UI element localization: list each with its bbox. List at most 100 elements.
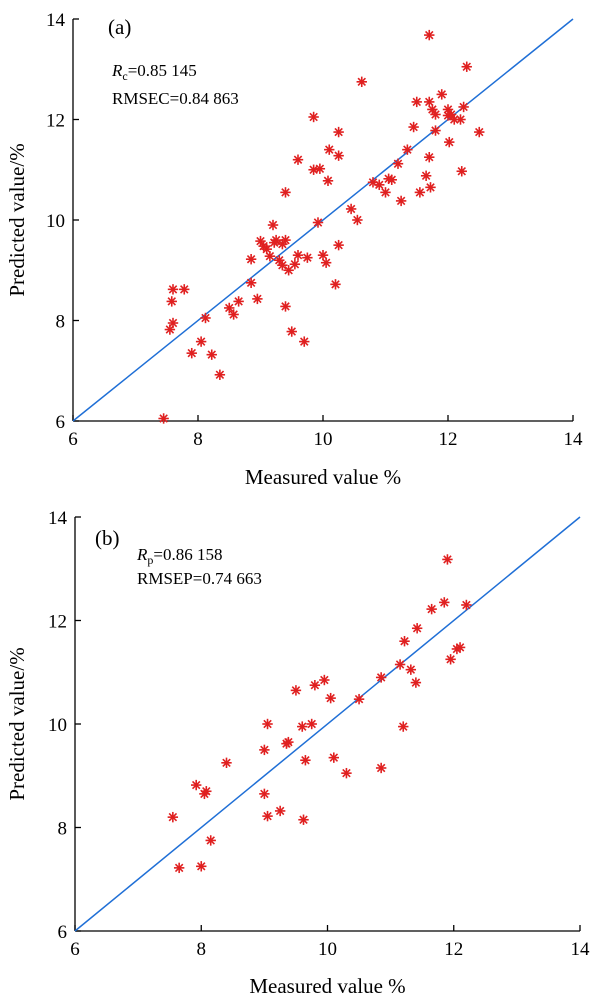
data-point-stroke xyxy=(425,30,434,40)
data-point-stroke xyxy=(445,137,454,147)
data-point xyxy=(280,301,291,312)
data-point xyxy=(455,114,466,125)
data-point-stroke xyxy=(393,159,403,168)
data-point xyxy=(221,757,232,769)
data-point xyxy=(442,104,454,115)
data-point xyxy=(262,718,273,730)
data-point xyxy=(292,249,304,261)
data-point-stroke xyxy=(278,260,287,270)
data-point-stroke xyxy=(256,236,265,246)
data-point xyxy=(297,721,308,732)
data-point-stroke xyxy=(443,555,452,564)
data-point-stroke xyxy=(298,722,307,731)
data-point-stroke xyxy=(426,183,435,192)
data-point xyxy=(402,144,413,155)
data-point xyxy=(283,265,294,276)
data-point xyxy=(341,767,352,779)
stat-text: RMSEP=0.74 663 xyxy=(137,569,262,588)
data-point-stroke xyxy=(201,313,210,323)
data-point-stroke xyxy=(403,145,412,154)
data-point-stroke xyxy=(265,251,275,261)
data-point xyxy=(405,664,417,675)
data-point-stroke xyxy=(207,350,216,359)
data-point-stroke xyxy=(174,863,184,873)
data-point xyxy=(353,693,365,705)
data-point-stroke xyxy=(222,758,231,768)
data-point xyxy=(270,234,282,246)
data-point xyxy=(196,861,207,872)
data-point xyxy=(328,752,340,763)
data-point-stroke xyxy=(395,660,405,669)
data-point-stroke xyxy=(323,176,333,186)
data-point-stroke xyxy=(271,235,281,245)
data-point xyxy=(205,835,216,846)
data-point-stroke xyxy=(309,112,318,122)
data-point xyxy=(330,279,341,290)
data-point xyxy=(224,302,235,314)
data-point-stroke xyxy=(428,105,437,114)
data-point-stroke xyxy=(425,152,434,162)
data-point xyxy=(411,623,423,634)
data-point-stroke xyxy=(321,258,331,267)
data-point-stroke xyxy=(196,337,206,346)
data-point-stroke xyxy=(326,693,335,703)
data-point-stroke xyxy=(307,719,316,729)
data-point xyxy=(298,814,309,825)
data-point xyxy=(206,349,217,360)
data-point xyxy=(289,259,301,270)
data-point-stroke xyxy=(246,278,256,288)
data-point-stroke xyxy=(409,122,418,132)
data-point-stroke xyxy=(309,165,318,174)
data-point-stroke xyxy=(275,806,285,816)
data-point xyxy=(245,277,257,289)
x-tick-label: 6 xyxy=(68,429,78,450)
data-point xyxy=(312,217,324,228)
x-axis-title: Measured value % xyxy=(245,465,401,489)
data-point-stroke xyxy=(310,680,320,690)
data-point-stroke xyxy=(475,127,484,137)
data-point-stroke xyxy=(357,77,366,87)
chart-panel-a: 6 8 10 12 14 6 8 10 12 14 Measured value % Predicte… xyxy=(5,10,583,489)
data-point xyxy=(333,150,344,161)
data-point xyxy=(245,253,257,265)
data-point xyxy=(186,347,197,359)
data-point xyxy=(262,810,273,822)
data-point-stroke xyxy=(246,254,256,264)
y-tick-label: 6 xyxy=(56,412,66,433)
data-point xyxy=(283,736,294,748)
data-point-stroke xyxy=(412,97,421,107)
data-point-stroke xyxy=(300,337,309,346)
data-point-stroke xyxy=(446,655,455,664)
data-point-stroke xyxy=(375,180,384,190)
data-point xyxy=(456,166,467,177)
y-tick-label: 14 xyxy=(48,508,68,529)
data-point-stroke xyxy=(301,755,310,765)
data-point-stroke xyxy=(431,126,440,135)
data-point xyxy=(425,182,436,193)
data-point-stroke xyxy=(381,188,390,197)
data-point-stroke xyxy=(320,675,329,685)
data-point-stroke xyxy=(440,598,449,607)
reference-line xyxy=(72,18,574,422)
data-point-stroke xyxy=(334,151,343,160)
data-point-stroke xyxy=(342,768,351,778)
data-point-stroke xyxy=(400,636,409,646)
data-point xyxy=(308,111,319,123)
data-point xyxy=(166,296,177,307)
data-point-stroke xyxy=(168,318,178,328)
data-point-stroke xyxy=(263,719,272,729)
data-point-stroke xyxy=(315,164,325,173)
data-point-stroke xyxy=(455,643,465,652)
data-point-stroke xyxy=(313,218,323,227)
data-point xyxy=(386,174,397,186)
data-point-stroke xyxy=(206,836,215,845)
data-point-stroke xyxy=(215,370,225,380)
data-point xyxy=(345,203,357,215)
x-tick-label: 14 xyxy=(571,939,591,960)
data-point xyxy=(167,811,179,823)
data-point xyxy=(430,109,441,120)
data-point-stroke xyxy=(291,686,301,695)
data-point xyxy=(375,762,387,774)
data-point-stroke xyxy=(253,294,262,304)
